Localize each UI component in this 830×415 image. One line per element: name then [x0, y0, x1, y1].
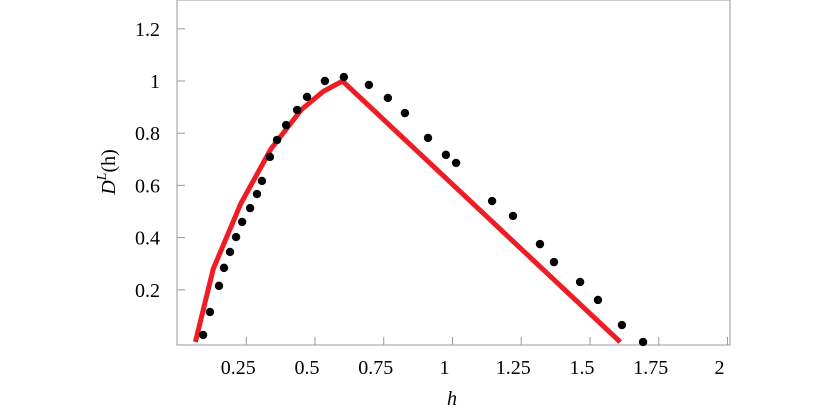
data-point — [423, 133, 433, 143]
x-tick-label: 0.75 — [358, 357, 393, 379]
data-point — [487, 196, 497, 206]
data-point — [237, 217, 247, 227]
curve — [192, 77, 622, 344]
data-point — [549, 257, 559, 267]
data-point — [272, 135, 282, 145]
data-point — [364, 80, 374, 90]
data-point — [252, 189, 262, 199]
y-label-rest: (h) — [98, 149, 120, 172]
data-point — [451, 158, 461, 168]
data-point — [205, 307, 215, 317]
x-tick-label: 0.25 — [221, 357, 256, 379]
y-tick-label: 1 — [150, 71, 160, 93]
data-point — [292, 105, 302, 115]
data-point — [593, 295, 603, 305]
data-point — [219, 263, 229, 273]
data-point — [441, 150, 451, 160]
data-point — [535, 239, 545, 249]
y-tick-label: 0.6 — [135, 175, 160, 197]
x-tick-label: 1 — [440, 357, 450, 379]
x-tick-label: 0.5 — [295, 357, 320, 379]
data-point — [383, 93, 393, 103]
data-point — [214, 281, 224, 291]
x-tick-label: 1.25 — [496, 357, 531, 379]
y-label-sup: L — [95, 172, 110, 181]
y-tick-label: 0.2 — [135, 280, 160, 302]
data-point — [198, 330, 208, 340]
x-tick-label: 1.5 — [570, 357, 595, 379]
data-point — [508, 211, 518, 221]
data-point — [245, 203, 255, 213]
x-tick-label: 2 — [715, 357, 725, 379]
data-point — [339, 72, 349, 82]
plot-frame — [176, 0, 731, 346]
data-point — [231, 232, 241, 242]
data-point — [638, 337, 648, 347]
data-point — [265, 152, 275, 162]
data-point — [302, 92, 312, 102]
x-tick-label: 1.75 — [633, 357, 668, 379]
x-axis-label: h — [447, 388, 457, 410]
data-point — [281, 120, 291, 130]
y-axis-label: DL(h) — [95, 149, 120, 196]
y-tick-label: 1.2 — [135, 19, 160, 41]
data-point — [320, 76, 330, 86]
data-point — [225, 247, 235, 257]
data-point — [617, 320, 627, 330]
y-tick-label: 0.4 — [135, 228, 160, 250]
y-tick-label: 0.8 — [135, 123, 160, 145]
data-point — [257, 176, 267, 186]
data-point — [400, 108, 410, 118]
y-label-base: D — [98, 180, 120, 196]
data-point — [575, 277, 585, 287]
